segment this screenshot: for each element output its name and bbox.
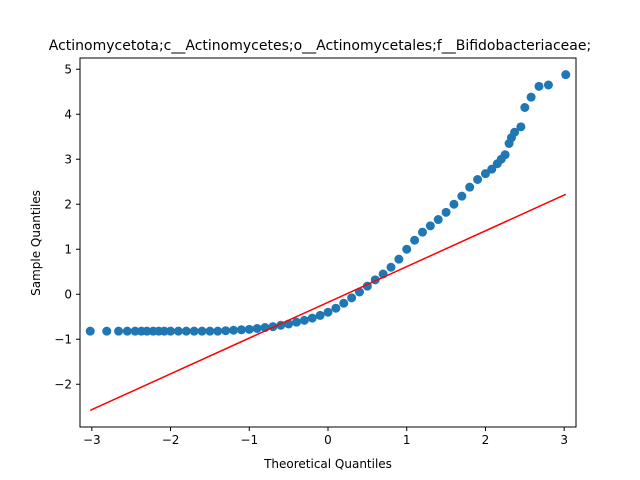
x-axis-label: Theoretical Quantiles — [263, 457, 392, 471]
y-tick-label-1: −1 — [54, 332, 72, 346]
data-point-63 — [561, 70, 571, 80]
data-point-45 — [441, 207, 451, 217]
data-point-51 — [487, 164, 497, 174]
data-point-58 — [516, 122, 526, 132]
data-point-11 — [173, 326, 183, 336]
data-point-38 — [386, 262, 396, 272]
x-tick-label-2: −1 — [240, 433, 258, 447]
x-axis: −3 −2 −1 0 1 2 3 — [83, 427, 568, 447]
data-point-14 — [197, 326, 207, 336]
data-point-32 — [339, 298, 349, 308]
y-tick-label-4: 2 — [64, 197, 72, 211]
y-tick-label-0: −2 — [54, 377, 72, 391]
data-point-2 — [114, 326, 124, 336]
data-point-30 — [323, 307, 333, 317]
axes-frame — [79, 57, 577, 428]
data-point-16 — [213, 326, 223, 336]
data-point-31 — [331, 303, 341, 313]
data-point-50 — [480, 169, 490, 179]
data-point-44 — [433, 215, 443, 225]
data-point-60 — [526, 92, 536, 102]
data-point-48 — [465, 182, 475, 192]
data-point-27 — [299, 315, 309, 325]
data-point-3 — [122, 326, 132, 336]
y-axis-label: Sample Quantiles — [29, 190, 43, 296]
y-tick-label-2: 0 — [64, 287, 72, 301]
data-point-13 — [189, 326, 199, 336]
data-point-39 — [394, 254, 404, 264]
data-point-40 — [402, 244, 412, 254]
x-tick-label-1: −2 — [162, 433, 180, 447]
x-tick-label-3: 0 — [324, 433, 332, 447]
data-point-10 — [166, 326, 176, 336]
data-point-54 — [500, 150, 510, 160]
data-point-46 — [449, 199, 459, 209]
y-axis: −2 −1 0 1 2 3 4 5 — [54, 62, 80, 391]
data-point-61 — [534, 81, 544, 91]
data-point-21 — [252, 323, 262, 333]
plot-area — [85, 70, 571, 412]
data-point-33 — [347, 293, 357, 303]
x-tick-label-0: −3 — [83, 433, 101, 447]
data-point-15 — [205, 326, 215, 336]
data-point-59 — [520, 103, 530, 112]
data-point-20 — [244, 324, 254, 334]
y-tick-label-5: 3 — [64, 152, 72, 166]
data-point-62 — [543, 80, 553, 90]
data-point-0 — [85, 326, 95, 336]
data-point-12 — [181, 326, 191, 336]
data-point-17 — [221, 326, 231, 336]
data-point-41 — [410, 235, 420, 245]
data-point-18 — [229, 325, 239, 335]
x-tick-label-5: 2 — [482, 433, 490, 447]
data-point-19 — [236, 325, 246, 335]
data-point-9 — [159, 326, 169, 336]
x-tick-label-6: 3 — [560, 433, 568, 447]
y-tick-label-3: 1 — [64, 242, 72, 256]
data-point-42 — [417, 227, 427, 237]
data-point-57 — [510, 127, 520, 137]
data-point-6 — [142, 326, 152, 336]
y-tick-label-6: 4 — [64, 107, 72, 121]
x-tick-label-4: 1 — [403, 433, 411, 447]
data-point-4 — [130, 326, 140, 336]
reference-line — [89, 193, 567, 412]
y-tick-label-7: 5 — [64, 62, 72, 76]
data-point-47 — [457, 191, 467, 201]
chart-title: Actinomycetota;c__Actinomycetes;o__Actin… — [49, 38, 591, 54]
data-point-1 — [102, 326, 112, 336]
data-point-26 — [292, 317, 302, 327]
data-point-29 — [315, 310, 325, 320]
data-point-49 — [473, 175, 483, 184]
data-point-28 — [307, 313, 317, 323]
data-point-43 — [425, 221, 435, 231]
